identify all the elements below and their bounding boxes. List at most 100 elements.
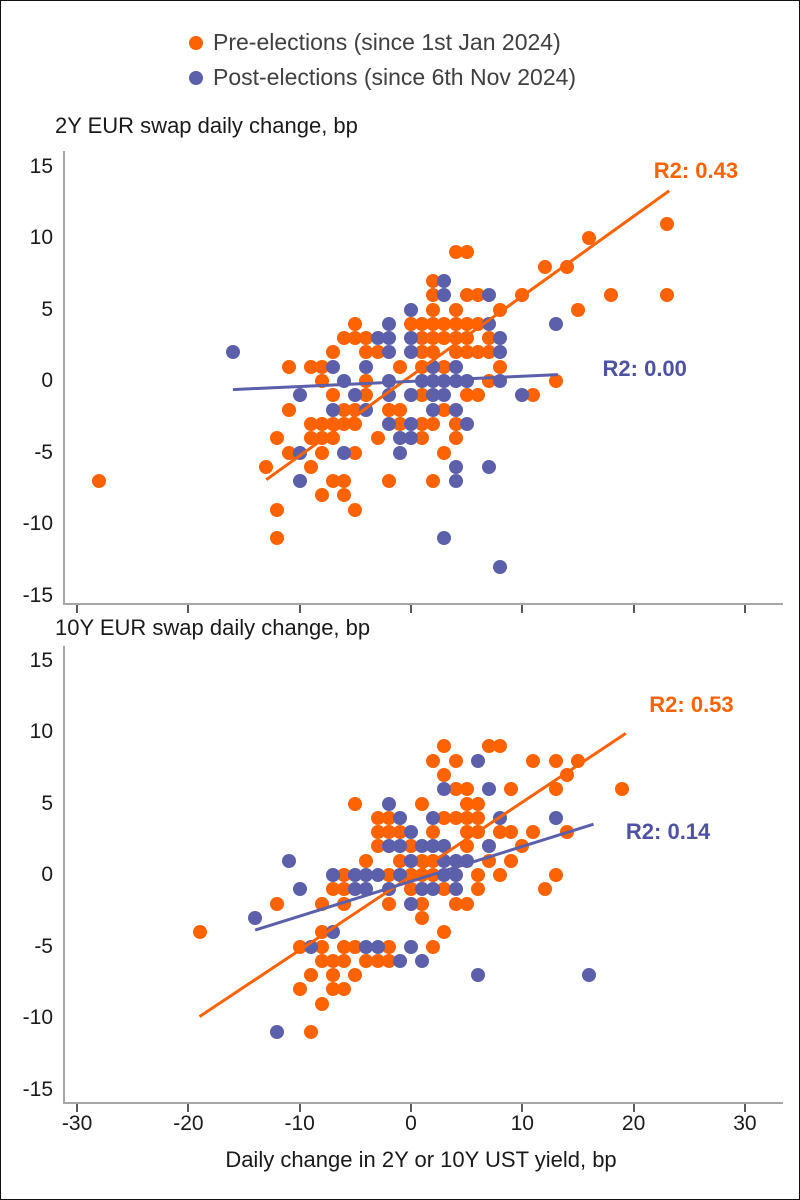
pre-elections-point — [459, 896, 474, 911]
pre-elections-point — [192, 925, 207, 940]
legend-label: Pre-elections (since 1st Jan 2024) — [213, 29, 561, 55]
x-tick-label: -30 — [61, 1112, 93, 1135]
chart-title: 2Y EUR swap daily change, bp — [55, 113, 358, 138]
pre-elections-point — [448, 431, 463, 446]
post-elections-point — [392, 868, 407, 882]
post-elections-point — [225, 345, 240, 360]
chart-title: 10Y EUR swap daily change, bp — [55, 615, 371, 640]
post-elections-point — [448, 459, 463, 474]
post-elections-point — [303, 939, 318, 954]
pre-elections-point — [559, 767, 574, 782]
post-elections-point — [404, 825, 418, 840]
pre-elections-point — [303, 968, 318, 983]
pre-elections-point — [337, 488, 352, 503]
post-elections-point — [370, 868, 385, 882]
post-elections-point — [448, 868, 463, 882]
post-elections-point — [582, 968, 597, 983]
pre-elections-point — [493, 739, 508, 754]
pre-elections-point — [615, 782, 630, 797]
pre-elections-point — [292, 982, 307, 997]
post-elections-point — [359, 359, 374, 374]
pre-elections-point — [537, 882, 552, 897]
post-elections-point — [448, 359, 463, 374]
pre-elections-point — [381, 896, 396, 911]
pre-elections-point — [426, 474, 441, 489]
pre-elections-point — [426, 753, 441, 768]
y-tick-label: 15 — [29, 154, 53, 178]
post-elections-point — [404, 416, 418, 431]
pre-elections-point — [504, 825, 519, 840]
y-tick-label: 0 — [41, 863, 53, 886]
pre-elections-point — [337, 896, 352, 911]
pre-elections-point — [270, 531, 285, 546]
pre-elections-point — [570, 302, 585, 317]
post-elections-point — [326, 402, 341, 417]
pre-elections-point — [337, 474, 352, 489]
pre-elections-point — [481, 853, 496, 868]
post-elections-point — [381, 388, 396, 403]
post-elections-point — [337, 445, 352, 460]
x-tick-mark — [298, 605, 301, 613]
y-tick-label: 10 — [29, 720, 53, 743]
post-elections-point — [381, 882, 396, 897]
x-tick-mark — [743, 1104, 746, 1112]
pre-elections-point — [259, 459, 274, 474]
post-elections-point — [359, 882, 374, 897]
x-tick-mark — [632, 605, 635, 613]
pre-elections-point — [559, 259, 574, 274]
post-elections-point — [515, 388, 530, 403]
x-tick-mark — [187, 605, 190, 613]
post-elections-point — [392, 953, 407, 968]
post-elections-point — [481, 459, 496, 474]
pre-elections-point — [337, 953, 352, 968]
post-elections-point — [370, 939, 385, 954]
pre-elections-point — [348, 968, 363, 983]
pre-elections-point — [314, 996, 329, 1011]
y-tick-label: -5 — [34, 934, 53, 958]
pre-elections-point — [348, 316, 363, 331]
pre-elections-point — [381, 474, 396, 489]
post-elections-point — [437, 531, 452, 546]
post-elections-point — [548, 810, 563, 825]
x-axis — [63, 603, 783, 605]
pre-elections-point — [470, 810, 485, 825]
y-tick-label: 10 — [29, 226, 53, 249]
post-elections-point — [404, 431, 418, 446]
pre-elections-point — [326, 345, 341, 360]
x-tick-mark — [76, 1104, 79, 1112]
y-axis — [63, 151, 65, 603]
y-tick-label: 0 — [41, 369, 53, 392]
pre-elections-point — [437, 767, 452, 782]
post-elections-point — [359, 402, 374, 417]
post-elections-point — [381, 331, 396, 346]
x-tick-mark — [521, 1104, 524, 1112]
x-axis — [63, 1102, 783, 1104]
post-elections-point — [437, 839, 452, 854]
legend-item-pre-elections: Pre-elections (since 1st Jan 2024) — [189, 25, 576, 60]
pre-elections-point — [493, 868, 508, 882]
pre-elections-point — [426, 345, 441, 360]
post-elections-point — [493, 559, 508, 574]
post-elections-point — [448, 474, 463, 489]
y-tick-label: -10 — [22, 512, 53, 535]
pre-elections-point — [493, 359, 508, 374]
post-elections-point — [404, 302, 418, 317]
post-elections-r2-label: R2: 0.14 — [625, 819, 711, 845]
pre-elections-point — [303, 459, 318, 474]
y-tick-label: -5 — [34, 440, 53, 464]
pre-elections-point — [548, 868, 563, 882]
post-elections-point — [493, 374, 508, 388]
post-elections-point — [448, 882, 463, 897]
post-elections-point — [326, 925, 341, 940]
post-elections-point — [381, 316, 396, 331]
pre-elections-point — [314, 374, 329, 388]
post-elections-point — [426, 402, 441, 417]
pre-elections-point — [348, 416, 363, 431]
post-elections-point — [548, 316, 563, 331]
pre-elections-point — [415, 796, 430, 811]
post-elections-point — [281, 853, 296, 868]
post-elections-point — [481, 839, 496, 854]
pre-elections-point — [459, 782, 474, 797]
pre-elections-point — [326, 968, 341, 983]
post-elections-point — [392, 810, 407, 825]
